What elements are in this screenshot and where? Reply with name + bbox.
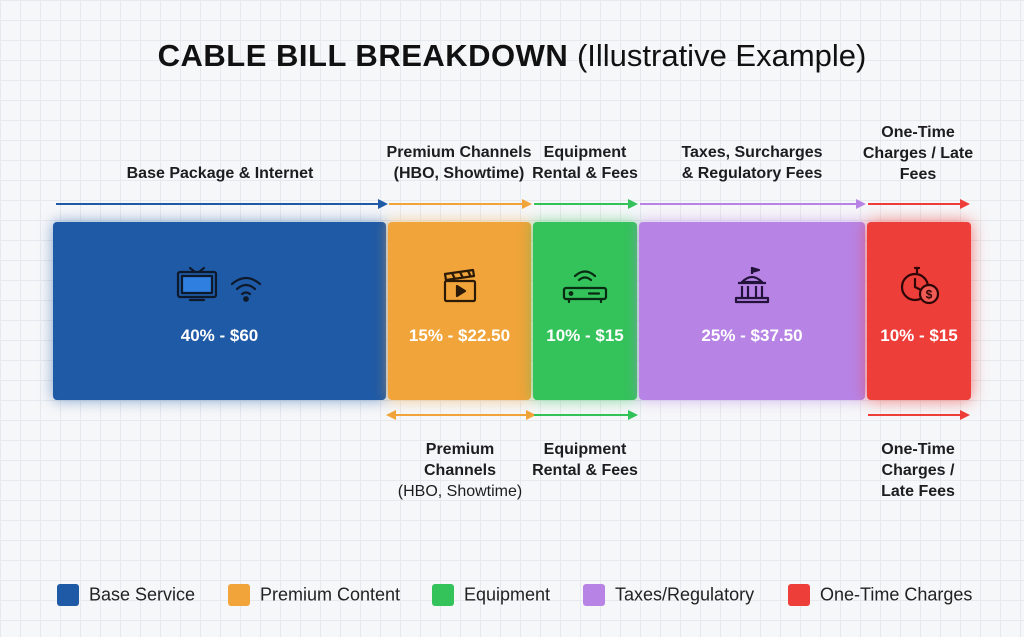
bar-segment-equipment: 10% - $15 bbox=[533, 222, 637, 400]
legend-swatch-equipment bbox=[432, 584, 454, 606]
svg-text:$: $ bbox=[926, 288, 933, 302]
top-label-base: Base Package & Internet bbox=[90, 163, 350, 184]
bottom-label-equipment-line1: Equipment bbox=[543, 441, 627, 458]
title-subtitle: (Illustrative Example) bbox=[576, 38, 867, 73]
legend-label-premium-content: Premium Content bbox=[260, 584, 401, 605]
legend-item-one-time-charges: One-Time Charges bbox=[788, 584, 972, 606]
bottom-label-onetime: One-Time Charges / Late Fees bbox=[862, 439, 974, 502]
top-label-equipment-line2: Rental & Fees bbox=[532, 165, 638, 182]
legend-swatch-premium-content bbox=[228, 584, 250, 606]
clapperboard-icon bbox=[388, 266, 531, 311]
government-building-icon bbox=[639, 266, 865, 311]
bar-value-one-time-charges: 10% - $15 bbox=[880, 326, 958, 345]
legend-label-equipment: Equipment bbox=[464, 584, 551, 605]
top-label-onetime-line2: Charges / Late bbox=[862, 145, 974, 162]
bottom-label-premium: Premium Channels (HBO, Showtime) bbox=[380, 439, 540, 502]
top-arrow-equipment bbox=[534, 199, 638, 209]
top-label-onetime-line3: Fees bbox=[899, 166, 937, 183]
legend-swatch-taxes-regulatory bbox=[583, 584, 605, 606]
bottom-label-onetime-line2: Charges / bbox=[881, 462, 955, 479]
stopwatch-dollar-icon: $ bbox=[867, 266, 971, 311]
legend-item-taxes-regulatory: Taxes/Regulatory bbox=[583, 584, 754, 606]
bottom-label-onetime-line1: One-Time bbox=[881, 441, 955, 458]
top-arrow-onetime bbox=[868, 199, 970, 209]
chart-title: CABLE BILL BREAKDOWN (Illustrative Examp… bbox=[0, 38, 1024, 74]
top-label-taxes-line2: & Regulatory Fees bbox=[681, 165, 823, 182]
bottom-arrow-onetime bbox=[868, 410, 970, 420]
bottom-arrow-equipment bbox=[534, 410, 638, 420]
bar-segment-premium-content: 15% - $22.50 bbox=[388, 222, 531, 400]
bar-value-taxes-regulatory: 25% - $37.50 bbox=[701, 326, 803, 345]
bottom-label-premium-line2: Channels bbox=[423, 462, 496, 479]
legend-label-one-time-charges: One-Time Charges bbox=[820, 584, 973, 605]
top-label-base-line1: Base Package & Internet bbox=[126, 165, 314, 182]
bottom-label-equipment-line2: Rental & Fees bbox=[532, 462, 638, 479]
title-main: CABLE BILL BREAKDOWN bbox=[157, 38, 569, 73]
router-icon bbox=[533, 266, 637, 311]
top-label-onetime: One-Time Charges / Late Fees bbox=[862, 122, 974, 185]
top-arrow-base bbox=[56, 199, 388, 209]
bar-segment-base-service: 40% - $60 bbox=[53, 222, 386, 400]
top-label-taxes-line1: Taxes, Surcharges bbox=[681, 144, 823, 161]
top-label-premium: Premium Channels (HBO, Showtime) bbox=[360, 142, 558, 184]
top-label-onetime-line1: One-Time bbox=[881, 124, 955, 141]
top-label-premium-line2: (HBO, Showtime) bbox=[393, 165, 525, 182]
bottom-label-premium-line1: Premium bbox=[425, 441, 495, 458]
top-label-equipment: Equipment Rental & Fees bbox=[520, 142, 650, 184]
top-label-equipment-line1: Equipment bbox=[543, 144, 627, 161]
legend-label-taxes-regulatory: Taxes/Regulatory bbox=[615, 584, 755, 605]
bar-segment-taxes-regulatory: 25% - $37.50 bbox=[639, 222, 865, 400]
bottom-arrow-premium bbox=[386, 410, 536, 420]
bottom-label-onetime-line3: Late Fees bbox=[881, 483, 955, 500]
legend-item-premium-content: Premium Content bbox=[228, 584, 400, 606]
top-arrow-premium bbox=[389, 199, 532, 209]
legend-item-base-service: Base Service bbox=[57, 584, 195, 606]
top-arrow-taxes bbox=[640, 199, 866, 209]
legend-item-equipment: Equipment bbox=[432, 584, 550, 606]
tv-wifi-icon bbox=[53, 266, 386, 311]
bottom-label-premium-line3: (HBO, Showtime) bbox=[397, 483, 523, 500]
legend-swatch-base-service bbox=[57, 584, 79, 606]
legend-swatch-one-time-charges bbox=[788, 584, 810, 606]
top-label-taxes: Taxes, Surcharges & Regulatory Fees bbox=[660, 142, 844, 184]
bar-value-equipment: 10% - $15 bbox=[546, 326, 624, 345]
bar-segment-one-time-charges: $ 10% - $15 bbox=[867, 222, 971, 400]
bar-value-base-service: 40% - $60 bbox=[180, 326, 259, 345]
bottom-label-equipment: Equipment Rental & Fees bbox=[520, 439, 650, 481]
legend-label-base-service: Base Service bbox=[89, 584, 196, 605]
bar-value-premium-content: 15% - $22.50 bbox=[408, 326, 511, 345]
top-label-premium-line1: Premium Channels bbox=[386, 144, 532, 161]
